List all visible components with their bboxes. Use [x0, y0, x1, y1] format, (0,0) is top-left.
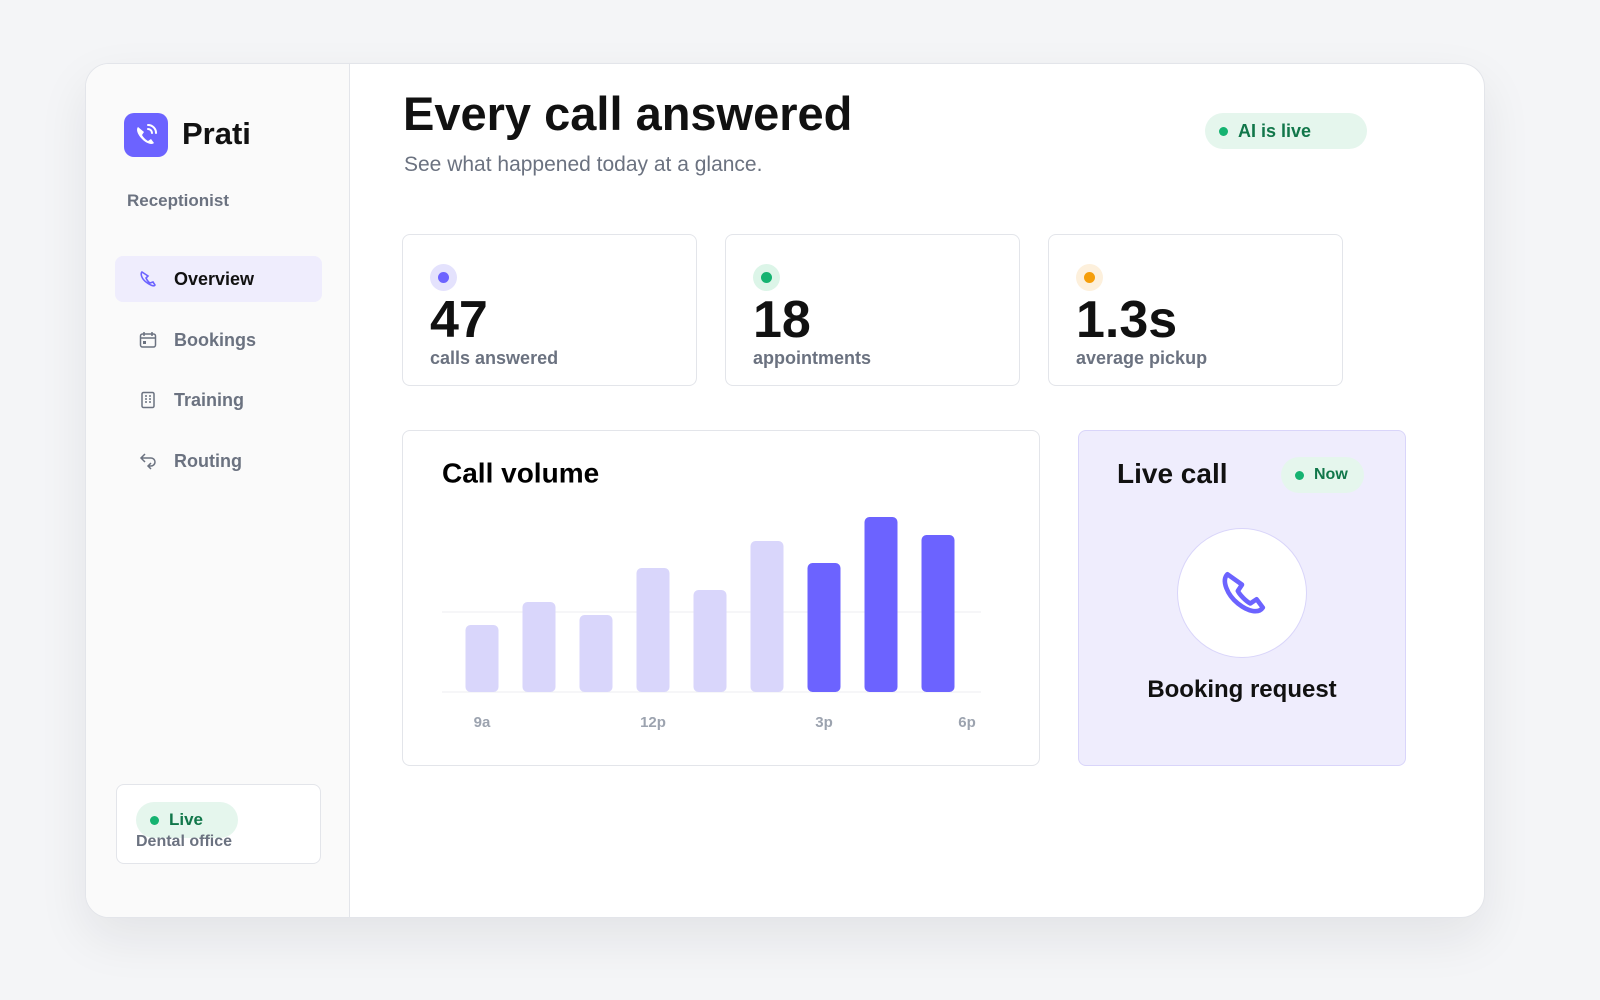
- call-caption: Booking request: [1147, 676, 1337, 703]
- stat-card: 18 appointments: [725, 234, 1020, 386]
- icon: [141, 391, 155, 409]
- logo: [124, 113, 168, 157]
- x-tick-label: 9a: [474, 714, 491, 731]
- icon: [140, 270, 156, 287]
- chart-card: Call volume 9a 12p 3p 6p: [402, 430, 1040, 766]
- live-badge: Live: [136, 802, 238, 838]
- live-call-card: Live call Now Booking request: [1078, 430, 1406, 766]
- stat-value: 1.3s: [1076, 291, 1178, 349]
- stat-label: calls answered: [430, 348, 559, 368]
- badge-text: Live: [169, 810, 204, 829]
- x-tick-label: 6p: [958, 714, 976, 731]
- stat-value: 18: [753, 291, 811, 349]
- nav-label: Training: [174, 389, 245, 410]
- call-avatar: [1177, 528, 1307, 658]
- nav-label: Overview: [174, 268, 255, 289]
- stat-dot: [1076, 264, 1103, 291]
- bar: [522, 602, 556, 692]
- bar: [750, 541, 784, 692]
- chart-title: Call volume: [442, 457, 599, 488]
- page-subtitle: See what happened today at a glance.: [404, 153, 763, 176]
- status-box: Live Dental office: [116, 784, 321, 864]
- stat-label: appointments: [753, 348, 872, 368]
- badge-text: Now: [1314, 466, 1348, 483]
- bar: [693, 590, 727, 692]
- nav-label: Routing: [174, 450, 242, 471]
- bar: [921, 535, 955, 692]
- sidebar: Prati Receptionist Overview Bookings Tra…: [86, 64, 350, 917]
- stat-card: 1.3s average pickup: [1048, 234, 1343, 386]
- bar: [465, 625, 499, 692]
- app-window: Prati Receptionist Overview Bookings Tra…: [85, 63, 1485, 918]
- logo-icon: [137, 124, 157, 144]
- ai-status: AI is live: [1205, 113, 1367, 149]
- bar: [579, 615, 613, 692]
- bar: [807, 563, 841, 692]
- nav-item[interactable]: Training: [115, 377, 322, 423]
- x-tick-label: 3p: [815, 714, 833, 731]
- brand: Prati: [182, 116, 251, 151]
- nav-label: Bookings: [174, 329, 257, 350]
- bar: [636, 568, 670, 692]
- icon: [139, 453, 156, 470]
- stat-card: 47 calls answered: [402, 234, 697, 386]
- x-tick-label: 12p: [640, 714, 666, 731]
- nav-item[interactable]: Bookings: [115, 317, 322, 363]
- status-text: AI is live: [1238, 120, 1312, 141]
- nav-item[interactable]: Overview: [115, 256, 322, 302]
- phone-icon: [1222, 571, 1266, 614]
- section-label: Receptionist: [127, 191, 230, 210]
- stat-label: average pickup: [1076, 348, 1208, 368]
- stat-dot: [430, 264, 457, 291]
- live-call-title: Live call: [1117, 458, 1228, 489]
- stat-value: 47: [430, 291, 488, 349]
- nav-item[interactable]: Routing: [115, 438, 322, 484]
- stat-dot: [753, 264, 780, 291]
- now-badge: Now: [1281, 457, 1364, 493]
- chart: Call volume 9a 12p 3p 6p: [442, 457, 981, 731]
- page-title: Every call answered: [403, 87, 853, 140]
- status-label: Dental office: [136, 833, 233, 850]
- bar: [864, 517, 898, 692]
- icon: [139, 332, 157, 348]
